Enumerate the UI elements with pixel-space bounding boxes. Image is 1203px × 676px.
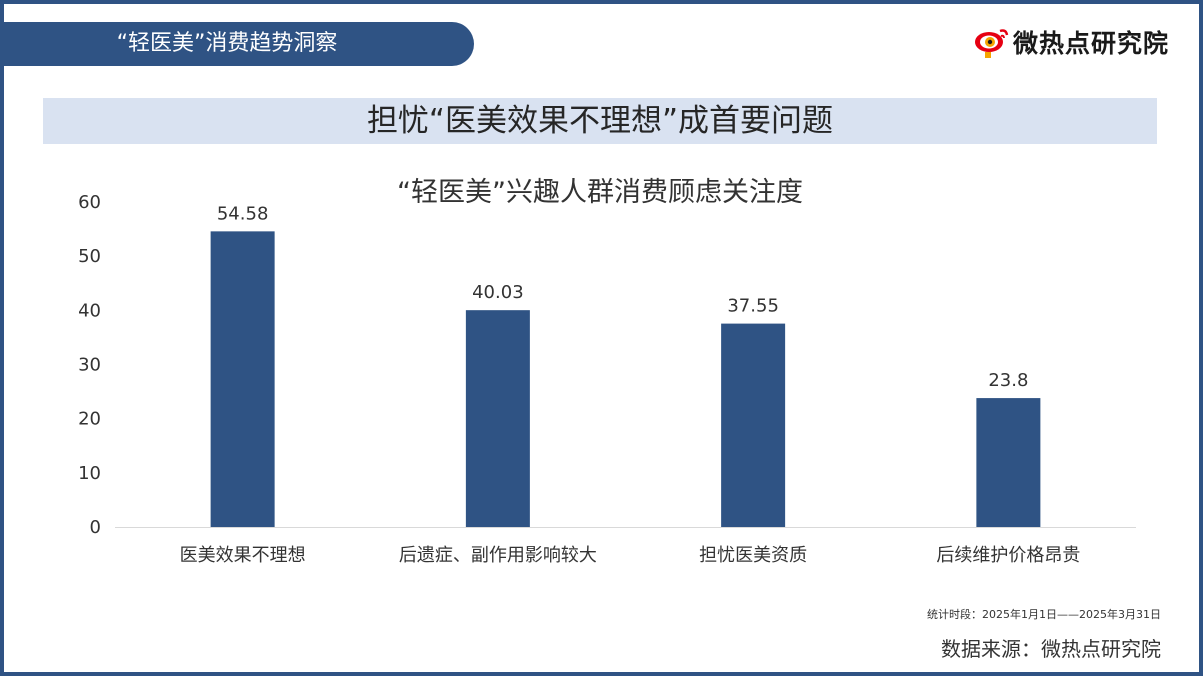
logo-text: 微热点研究院 — [1012, 29, 1169, 58]
category-label: 担忧医美资质 — [699, 545, 807, 566]
category-label: 后续维护价格昂贵 — [936, 545, 1080, 566]
bars — [210, 231, 1041, 527]
bar-value-label: 23.8 — [988, 370, 1028, 391]
banner: 担忧“医美效果不理想”成首要问题 — [43, 98, 1157, 144]
header-title: “轻医美”消费趋势洞察 — [116, 31, 338, 56]
bar — [721, 323, 786, 527]
bar — [210, 231, 275, 527]
bar-value-label: 37.55 — [727, 296, 779, 317]
statistics-period: 统计时段：2025年1月1日——2025年3月31日 — [927, 608, 1161, 621]
bar-value-label: 54.58 — [217, 203, 269, 224]
value-labels: 54.58 40.03 37.55 23.8 — [217, 203, 1029, 391]
weibo-eye-icon — [974, 29, 1009, 58]
y-tick-label: 40 — [78, 300, 101, 321]
y-tick-label: 30 — [78, 355, 101, 376]
y-tick-label: 20 — [78, 409, 101, 430]
bar — [465, 310, 530, 527]
y-tick-label: 60 — [78, 192, 101, 213]
banner-title: 担忧“医美效果不理想”成首要问题 — [366, 103, 834, 139]
logo: 微热点研究院 — [973, 22, 1169, 62]
bar-value-label: 40.03 — [472, 282, 524, 303]
bar — [976, 398, 1041, 527]
y-tick-label: 0 — [90, 517, 101, 538]
category-label: 医美效果不理想 — [180, 545, 306, 566]
y-tick-label: 50 — [78, 246, 101, 267]
y-tick-label: 10 — [78, 463, 101, 484]
chart-title: “轻医美”兴趣人群消费顾虑关注度 — [397, 177, 803, 208]
category-labels: 医美效果不理想 后遗症、副作用影响较大 担忧医美资质 后续维护价格昂贵 — [180, 545, 1081, 566]
data-source: 数据来源：微热点研究院 — [941, 637, 1161, 661]
header-tab: “轻医美”消费趋势洞察 — [0, 22, 474, 66]
category-label: 后遗症、副作用影响较大 — [399, 545, 597, 566]
y-axis: 0 10 20 30 40 50 60 — [78, 192, 101, 538]
